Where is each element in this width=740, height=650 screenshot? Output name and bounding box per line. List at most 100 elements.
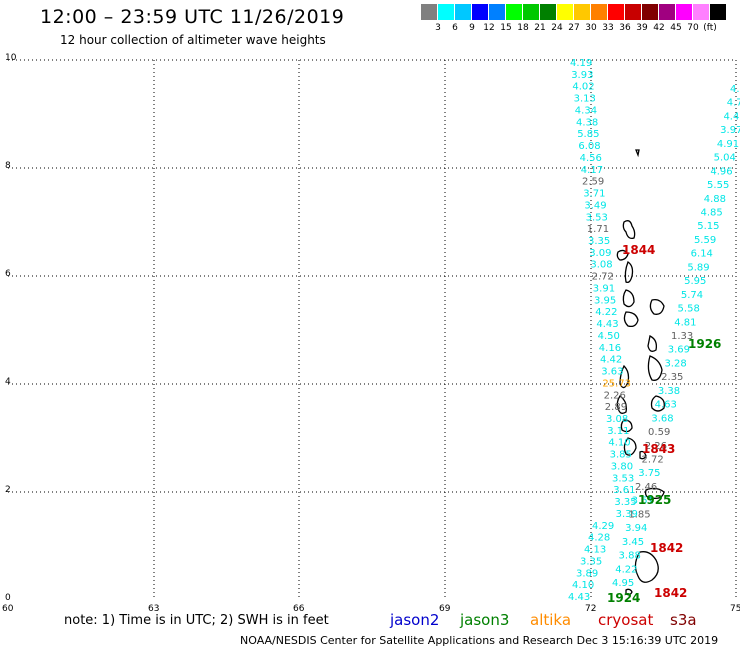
wave-height-label: 1.71 bbox=[587, 224, 609, 235]
pass-time-label: 1842 bbox=[654, 586, 687, 600]
y-tick-label: 10 bbox=[5, 53, 17, 63]
color-scale-legend: 3 6 9 12 15 18 21 24 27 30 33 36 39 42 45 70 (ft) bbox=[421, 4, 727, 36]
legend-label: 27 bbox=[568, 23, 580, 33]
legend-label: 36 bbox=[619, 23, 631, 33]
wave-height-label: 5.04 bbox=[714, 153, 736, 164]
wave-height-label: 4.13 bbox=[584, 545, 606, 556]
satellite-name: s3a bbox=[670, 611, 697, 629]
wave-height-label: 4.50 bbox=[598, 331, 620, 342]
legend-swatch bbox=[608, 4, 624, 20]
island-outline bbox=[624, 261, 634, 284]
wave-height-label: 3.35 bbox=[588, 236, 610, 247]
wave-height-label: 3.91 bbox=[593, 283, 615, 294]
legend-label: 21 bbox=[534, 23, 546, 33]
y-tick-label: 8 bbox=[5, 161, 11, 171]
wave-height-label: 3.35 bbox=[580, 556, 602, 567]
wave-height-label: 2.59 bbox=[582, 177, 604, 188]
wave-height-label: 2.89 bbox=[605, 402, 627, 413]
island-outline bbox=[650, 395, 665, 412]
pass-time-label: 1924 bbox=[607, 591, 640, 605]
legend-label: (ft) bbox=[703, 23, 717, 33]
legend-swatch bbox=[574, 4, 590, 20]
wave-height-label: 3.69 bbox=[668, 345, 690, 356]
wave-height-label: 4.42 bbox=[600, 355, 622, 366]
x-tick-label: 72 bbox=[585, 604, 597, 614]
altimeter-track-a: 4.193.934.023.134.344.385.856.084.564.17… bbox=[568, 58, 638, 603]
map-subtitle: 12 hour collection of altimeter wave hei… bbox=[60, 33, 326, 47]
wave-height-label: 3.09 bbox=[589, 248, 611, 259]
wave-height-label: 4.19 bbox=[570, 58, 592, 69]
wave-height-label: 3.95 bbox=[594, 295, 616, 306]
legend-label: 9 bbox=[469, 23, 475, 33]
wave-height-label: 3.89 bbox=[576, 568, 598, 579]
satellite-name: altika bbox=[530, 611, 572, 629]
wave-height-label: 3.08 bbox=[590, 260, 612, 271]
legend-swatch bbox=[438, 4, 454, 20]
wave-height-label: 3.35 bbox=[614, 497, 636, 508]
wave-height-label: 4.91 bbox=[717, 139, 739, 150]
wave-height-label: 4.43 bbox=[596, 319, 618, 330]
wave-height-label: 3.97 bbox=[720, 125, 740, 136]
legend-swatch bbox=[472, 4, 488, 20]
legend-label: 30 bbox=[585, 23, 597, 33]
wave-height-label: 4.95 bbox=[612, 578, 634, 589]
island-outline bbox=[644, 487, 665, 500]
wave-height-label: 6.14 bbox=[691, 249, 713, 260]
wave-height-label: 5.59 bbox=[694, 235, 716, 246]
wave-height-label: 4.22 bbox=[615, 564, 637, 575]
island-outline bbox=[619, 364, 630, 389]
wave-height-label: 5.58 bbox=[678, 304, 700, 315]
wave-height-label: 3.94 bbox=[625, 523, 647, 534]
wave-height-label: 3.45 bbox=[622, 537, 644, 548]
wave-height-label: 4.96 bbox=[710, 166, 732, 177]
x-tick-label: 75 bbox=[730, 604, 740, 614]
legend-label: 15 bbox=[500, 23, 512, 33]
island-outline bbox=[649, 298, 665, 315]
wave-height-label: 3.63 bbox=[601, 367, 623, 378]
island-outline bbox=[635, 149, 640, 158]
wave-height-label: 0.59 bbox=[648, 427, 670, 438]
grid-lines bbox=[8, 59, 737, 600]
wave-height-label: 6.08 bbox=[578, 141, 600, 152]
pass-time-label: 1842 bbox=[650, 541, 683, 555]
y-tick-label: 0 bbox=[5, 593, 11, 603]
island-outline bbox=[647, 335, 658, 352]
legend-swatch bbox=[642, 4, 658, 20]
island-outline bbox=[616, 395, 628, 414]
wave-height-label: 3.53 bbox=[612, 473, 634, 484]
legend-swatch bbox=[506, 4, 522, 20]
wave-height-label: 5.74 bbox=[681, 290, 703, 301]
pass-time-labels: 1844 1926 1843 1925 1842 1842 1924 bbox=[607, 243, 721, 605]
wave-height-label: 2.35 bbox=[661, 372, 683, 383]
wave-height-label: 3.13 bbox=[574, 94, 596, 105]
island-outline bbox=[623, 311, 639, 328]
legend-swatch bbox=[659, 4, 675, 20]
wave-height-label: 5.89 bbox=[687, 262, 709, 273]
x-tick-label: 69 bbox=[439, 604, 451, 614]
satellite-name: cryosat bbox=[598, 611, 654, 629]
units-note: note: 1) Time is in UTC; 2) SWH is in fe… bbox=[64, 613, 329, 628]
x-tick-label: 63 bbox=[148, 604, 160, 614]
wave-height-label: 3.49 bbox=[584, 200, 606, 211]
wave-height-label: 2.72 bbox=[642, 455, 664, 466]
pass-time-label: 1844 bbox=[622, 243, 655, 257]
wave-height-label: 4.63 bbox=[655, 400, 677, 411]
wave-height-label: 3.11 bbox=[607, 426, 629, 437]
wave-height-label: 5.85 bbox=[577, 129, 599, 140]
wave-height-label: 4.10 bbox=[572, 580, 594, 591]
wave-height-label: 2.26 bbox=[604, 390, 626, 401]
wave-height-label: 4.38 bbox=[576, 117, 598, 128]
legend-label: 12 bbox=[483, 23, 495, 33]
legend-swatch bbox=[591, 4, 607, 20]
wave-height-label: 3.39 bbox=[616, 509, 638, 520]
legend-label: 45 bbox=[670, 23, 682, 33]
wave-height-label: 4.34 bbox=[575, 105, 597, 116]
wave-height-label: 2.72 bbox=[592, 272, 614, 283]
pass-time-label: 1843 bbox=[642, 442, 675, 456]
legend-swatch bbox=[489, 4, 505, 20]
wave-height-label: 4.79 bbox=[727, 98, 740, 109]
wave-height-label: 3.08 bbox=[606, 414, 628, 425]
credit-line: NOAA/NESDIS Center for Satellite Applica… bbox=[240, 634, 719, 647]
wave-height-label: 4.85 bbox=[701, 208, 723, 219]
